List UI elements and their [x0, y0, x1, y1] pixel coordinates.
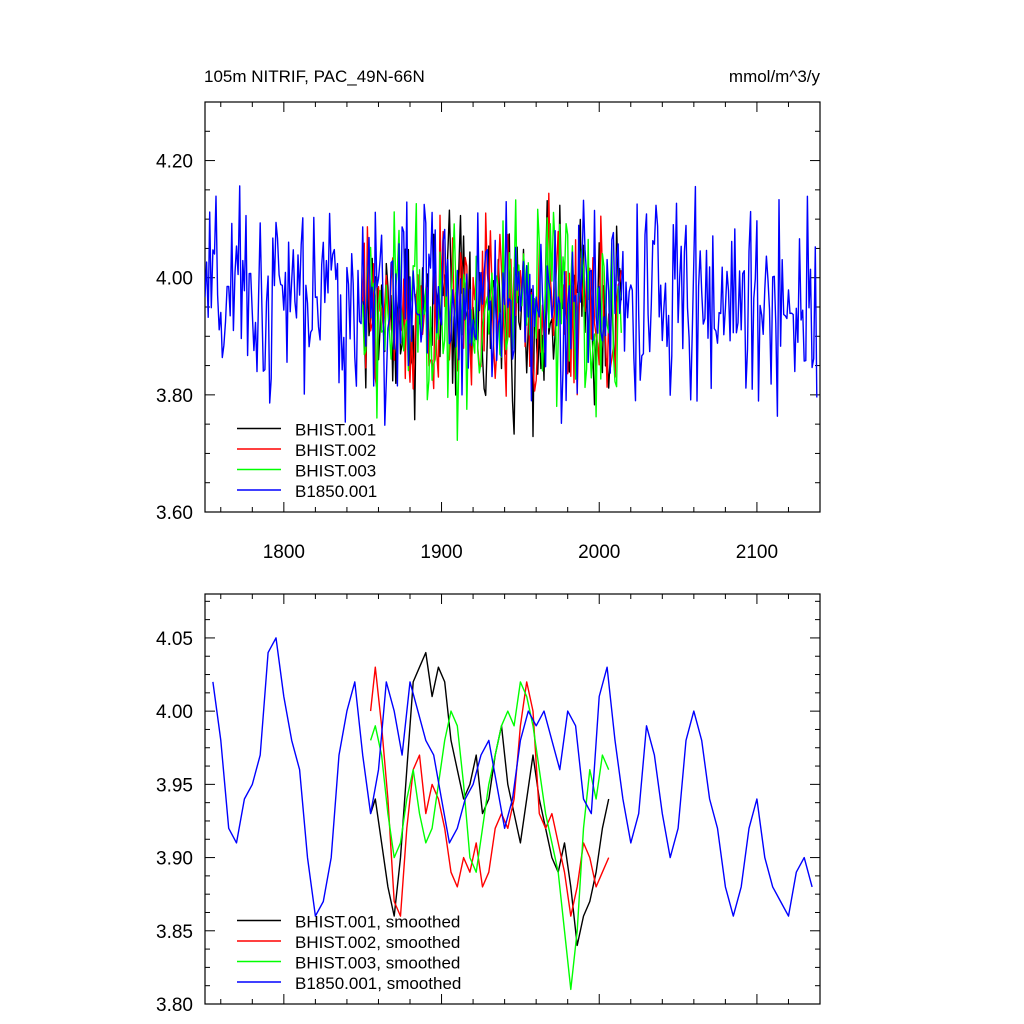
bottom-y-tick-label: 3.80 — [156, 995, 193, 1016]
bottom-y-tick-label: 3.95 — [156, 775, 193, 796]
top-legend-label: BHIST.001 — [295, 421, 376, 440]
bottom-plot-frame — [204, 593, 821, 1005]
bottom-series-line-bhist-003-smoothed — [369, 681, 610, 991]
bottom-series-line-bhist-001-smoothed — [369, 651, 610, 947]
bottom-series-line-bhist-002-smoothed — [369, 666, 610, 917]
top-y-tick-label: 3.60 — [156, 503, 193, 524]
top-legend-label: BHIST.003 — [295, 462, 376, 481]
top-y-tick-label: 4.00 — [156, 269, 193, 290]
top-x-tick-label: 1900 — [420, 542, 462, 563]
bottom-y-tick-label: 4.00 — [156, 702, 193, 723]
bottom-legend-label: B1850.001, smoothed — [295, 974, 461, 993]
top-legend-label: B1850.001 — [295, 482, 377, 501]
bottom-panel: 3.80 3.85 3.90 3.95 4.00 4.05 BHIST.001, smoot… — [156, 593, 821, 1016]
bottom-series-line-b1850-001-smoothed — [212, 637, 813, 917]
bottom-legend-label: BHIST.002, smoothed — [295, 933, 460, 952]
bottom-y-tick-label: 4.05 — [156, 629, 193, 650]
top-x-tick-label: 2000 — [578, 542, 620, 563]
top-legend-label: BHIST.002 — [295, 441, 376, 460]
top-panel-title: 105m NITRIF, PAC_49N-66N — [204, 67, 425, 86]
bottom-legend-label: BHIST.003, smoothed — [295, 954, 460, 973]
top-x-tick-label: 1800 — [263, 542, 305, 563]
top-panel: 105m NITRIF, PAC_49N-66N mmol/m^3/y 3.60… — [156, 67, 821, 563]
top-series-line-b1850-001 — [205, 185, 818, 426]
top-y-tick-label: 3.80 — [156, 386, 193, 407]
bottom-legend-label: BHIST.001, smoothed — [295, 913, 460, 932]
top-y-tick-label: 4.20 — [156, 152, 193, 173]
top-x-tick-label: 2100 — [736, 542, 778, 563]
top-panel-units: mmol/m^3/y — [729, 67, 821, 86]
bottom-y-tick-label: 3.85 — [156, 922, 193, 943]
bottom-y-tick-label: 3.90 — [156, 849, 193, 870]
